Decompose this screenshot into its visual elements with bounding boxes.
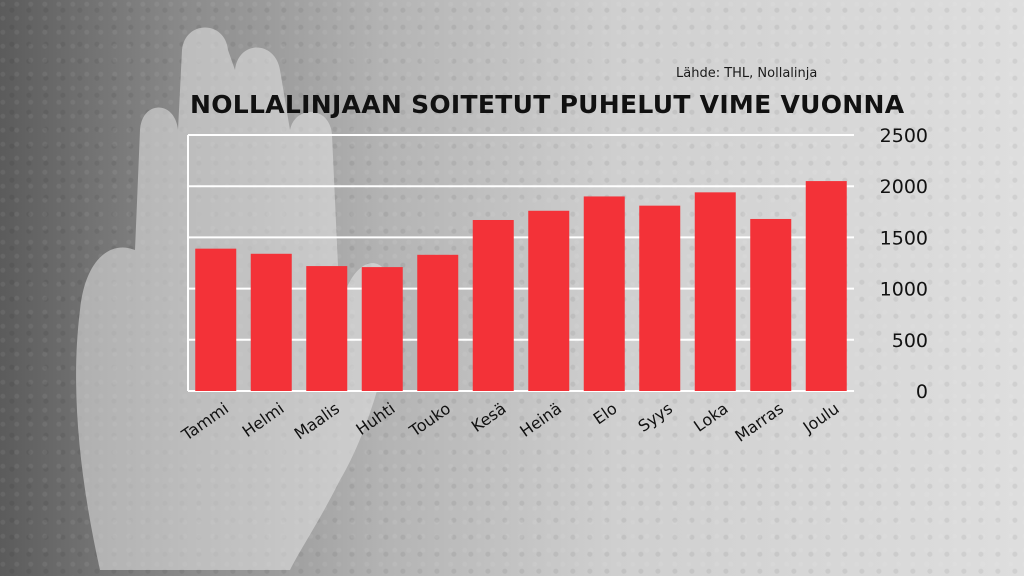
x-tick-label: Touko [405,399,454,441]
bar [417,254,459,391]
y-tick-label: 1000 [880,279,928,301]
x-tick-label: Tammi [177,399,232,445]
x-tick-label: Joulu [799,399,843,438]
source-label: Lähde: THL, Nollalinja [676,66,818,81]
x-tick-label: Kesä [468,399,510,436]
bar [250,253,292,391]
bar [750,218,792,391]
x-tick-label: Huhti [352,399,398,439]
y-tick-label: 2500 [880,125,928,147]
bar [306,266,348,391]
bar [528,210,570,391]
y-tick-label: 0 [916,381,928,403]
x-tick-label: Elo [590,399,621,429]
y-tick-label: 500 [892,330,928,352]
bar [694,192,736,391]
bar [195,248,237,391]
bars [195,181,847,391]
y-tick-label: 2000 [880,176,928,198]
bar [805,181,847,391]
y-axis-ticks: 0 500 1000 1500 2000 2500 [880,125,928,403]
x-tick-label: Marras [731,399,787,446]
gridlines [187,134,854,392]
x-tick-label: Heinä [516,399,565,441]
bar [583,196,625,391]
x-axis-ticks: Tammi Helmi Maalis Huhti Touko Kesä Heinä Elo Sy… [177,399,842,446]
x-tick-label: Loka [690,399,731,436]
bar [639,205,681,391]
bar [361,267,403,391]
x-tick-label: Syys [634,399,676,436]
bar [472,219,514,391]
chart-title: NOLLALINJAAN SOITETUT PUHELUT VIME VUONN… [190,90,905,119]
x-tick-label: Helmi [239,399,288,441]
x-tick-label: Maalis [291,399,343,444]
y-tick-label: 1500 [880,227,928,249]
